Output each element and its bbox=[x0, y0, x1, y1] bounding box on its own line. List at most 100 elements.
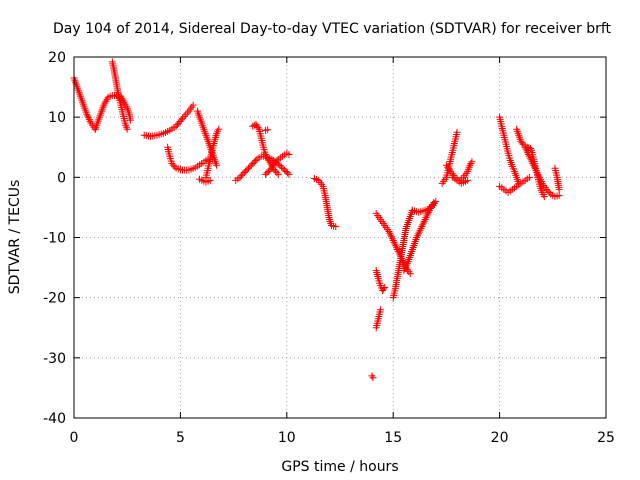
x-axis-label: GPS time / hours bbox=[281, 459, 398, 475]
plot-frame bbox=[73, 56, 607, 419]
data-point bbox=[545, 189, 553, 197]
data-point bbox=[522, 145, 530, 153]
data-point bbox=[526, 144, 534, 152]
data-points bbox=[70, 58, 563, 382]
x-tick-label: 0 bbox=[70, 430, 79, 446]
data-point bbox=[388, 235, 396, 243]
data-point bbox=[402, 263, 410, 271]
y-tick-label: -30 bbox=[43, 351, 66, 367]
data-point bbox=[466, 161, 474, 169]
data-point bbox=[237, 172, 245, 180]
data-point bbox=[270, 160, 278, 168]
data-point bbox=[393, 244, 401, 252]
grid-lines bbox=[74, 57, 606, 418]
data-point bbox=[83, 110, 91, 118]
data-point bbox=[423, 212, 431, 220]
data-point bbox=[418, 223, 426, 231]
data-point bbox=[387, 231, 395, 239]
data-point bbox=[432, 197, 440, 205]
data-point bbox=[415, 228, 423, 236]
data-point bbox=[386, 229, 394, 237]
x-tick-label: 10 bbox=[278, 430, 296, 446]
data-point bbox=[332, 223, 340, 231]
data-point bbox=[401, 265, 409, 273]
data-point bbox=[523, 147, 531, 155]
data-point bbox=[422, 214, 430, 222]
data-point bbox=[264, 126, 272, 134]
data-point bbox=[254, 124, 262, 132]
data-point bbox=[380, 285, 388, 293]
data-point bbox=[274, 170, 282, 178]
x-tick-label: 5 bbox=[176, 430, 185, 446]
data-point bbox=[464, 176, 472, 184]
data-point bbox=[180, 113, 188, 121]
x-tick-labels: 0 5 10 15 20 25 bbox=[70, 430, 615, 446]
data-point bbox=[189, 101, 197, 109]
data-point bbox=[285, 170, 293, 178]
data-point bbox=[246, 163, 254, 171]
data-point bbox=[168, 159, 176, 167]
data-point bbox=[413, 232, 421, 240]
data-point bbox=[277, 163, 285, 171]
data-point bbox=[417, 224, 425, 232]
data-point bbox=[394, 247, 402, 255]
data-point bbox=[236, 173, 244, 181]
data-point bbox=[276, 162, 284, 170]
data-point bbox=[123, 125, 131, 133]
data-point bbox=[182, 111, 190, 119]
data-point bbox=[390, 238, 398, 246]
x-tick-label: 15 bbox=[384, 430, 402, 446]
data-point bbox=[420, 217, 428, 225]
data-point bbox=[391, 240, 399, 248]
data-point bbox=[85, 116, 93, 124]
data-point bbox=[239, 170, 247, 178]
data-point bbox=[271, 167, 279, 175]
data-point bbox=[389, 237, 397, 245]
data-point bbox=[273, 157, 281, 165]
data-point bbox=[244, 164, 252, 172]
data-point bbox=[387, 233, 395, 241]
y-tick-label: -40 bbox=[43, 411, 66, 427]
y-tick-label: -10 bbox=[43, 231, 66, 247]
x-tick-label: 20 bbox=[491, 430, 509, 446]
x-tick-label: 25 bbox=[597, 430, 615, 446]
data-point bbox=[183, 109, 191, 117]
data-point bbox=[555, 185, 563, 193]
data-point bbox=[542, 185, 550, 193]
data-point bbox=[393, 246, 401, 254]
data-point bbox=[400, 267, 408, 275]
y-tick-labels: -40 -30 -20 -10 0 10 20 bbox=[43, 50, 66, 427]
data-point bbox=[467, 159, 475, 167]
data-point bbox=[271, 158, 279, 166]
data-point bbox=[518, 139, 526, 147]
data-point bbox=[419, 219, 427, 227]
data-point bbox=[381, 283, 389, 291]
data-point bbox=[525, 173, 533, 181]
data-point bbox=[540, 193, 548, 201]
data-point bbox=[555, 191, 563, 199]
data-point bbox=[468, 158, 476, 166]
data-point bbox=[525, 152, 533, 160]
data-point bbox=[421, 215, 429, 223]
data-point bbox=[402, 261, 410, 269]
data-point bbox=[177, 116, 185, 124]
data-point bbox=[544, 187, 552, 195]
data-point bbox=[264, 168, 272, 176]
data-point bbox=[284, 169, 292, 177]
data-point bbox=[376, 306, 384, 314]
data-point bbox=[169, 161, 177, 169]
data-point bbox=[368, 372, 376, 380]
data-point bbox=[86, 117, 94, 125]
data-point bbox=[247, 161, 255, 169]
data-point bbox=[403, 259, 411, 267]
chart-title: Day 104 of 2014, Sidereal Day-to-day VTE… bbox=[53, 21, 612, 37]
data-point bbox=[179, 114, 187, 122]
data-point bbox=[414, 230, 422, 238]
y-tick-label: -20 bbox=[43, 291, 66, 307]
data-point bbox=[215, 125, 223, 133]
data-point bbox=[392, 242, 400, 250]
data-point bbox=[252, 157, 260, 165]
data-point bbox=[416, 226, 424, 234]
data-point bbox=[419, 221, 427, 229]
